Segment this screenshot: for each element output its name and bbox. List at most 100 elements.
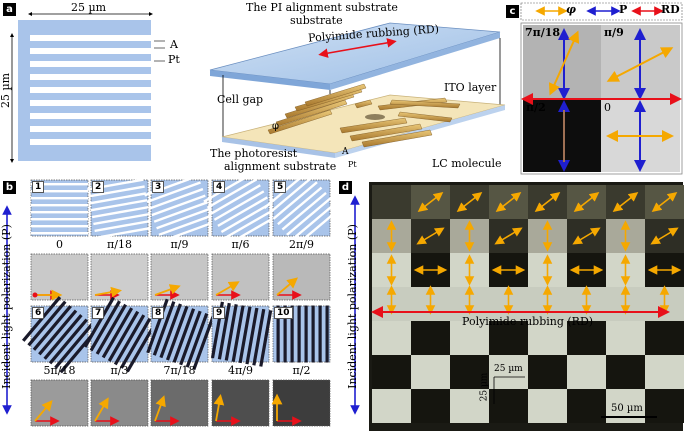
phi-arrow [416,227,445,245]
panel-a-tag: a [3,3,16,16]
gap-a-label: A [170,38,178,51]
phi-arrow [417,192,444,212]
panel-d-ylabel: Incident light polarization (P) [345,224,359,389]
phi-label: φ [272,121,280,132]
grating-square [18,20,151,161]
phi-arrow [650,227,679,245]
grating-line [31,225,88,228]
checker-cell [489,389,528,423]
micrograph-tile [90,379,149,427]
tile-number: 4 [213,181,226,193]
grating-line [297,305,301,363]
phi-arrow [456,192,483,212]
grating-line [31,218,88,221]
tile-number: 1 [32,181,45,193]
pt-label-3d: Pt [348,160,357,169]
legend-p: P [619,3,628,16]
phi-arrow [573,192,600,212]
phi-arrow [34,400,53,422]
a-label-3d: A [342,147,349,157]
grating-line [31,204,88,207]
tile-angle: π/6 [231,238,250,251]
origin-dot [32,292,38,298]
tile-number: 5 [274,181,287,193]
tile-angle: 7π/18 [163,364,196,377]
checker-cell [528,389,567,423]
tile-angle: 4π/9 [228,364,253,377]
micrograph-tile [211,379,270,427]
grating-line [290,305,294,363]
micrograph-tile [272,253,331,301]
phi-arrow [276,277,298,296]
micrograph-tile [150,379,209,427]
micrograph-tile [30,379,89,427]
grating-line [31,232,88,235]
checker-cell [372,185,411,219]
scale-bar-label: 50 µm [611,403,643,414]
checkerboard [372,185,684,423]
grating-line [333,274,336,394]
quadrant-tl-angle: 7π/18 [525,26,561,39]
phi-arrow [154,395,166,422]
ito-label: ITO layer [444,81,497,94]
pt-label: Pt [168,53,180,66]
grating-height-label: 25 µm [0,72,13,109]
checker-cell [411,389,450,423]
tile-number: 7 [92,307,105,319]
grating-line [304,305,308,363]
grating-line [340,274,343,394]
micrograph-tile [272,379,331,427]
tile-angle: π/18 [107,238,132,251]
legend-rd: RD [661,3,680,16]
checker-cell [372,389,411,423]
tile-angle: 5π/18 [43,364,76,377]
top-substrate-label: The PI alignment substrate [246,1,398,14]
checker-cell [489,321,528,355]
checker-cell [411,321,450,355]
phi-arrow [94,397,109,422]
checkerboard-arrows [386,192,682,315]
grating-line [276,305,280,363]
checker-cell [567,389,606,423]
phi-arrow [215,281,240,296]
tile-number: 9 [213,307,226,319]
phi-arrow [612,192,639,212]
tile-angle: 0 [56,238,63,251]
phi-arrow [154,284,181,296]
grating-line [86,175,153,183]
scale-v-label: 25 µm [479,372,490,402]
checker-cell [372,321,411,355]
phi-arrow [495,192,522,212]
bottom-substrate-label-1: The photoresist [210,147,298,160]
grating-line [31,190,88,193]
phi-arrow [534,192,561,212]
quadrant-tr-angle: π/9 [604,26,624,39]
checker-cell [606,321,645,355]
micrograph-tile [30,253,89,301]
grating-line [283,305,287,363]
legend-phi: φ [566,3,576,16]
top-substrate-label-2: substrate [290,14,343,27]
tile-angle: π/2 [292,364,311,377]
scale-h-label: 25 µm [494,364,523,374]
grating-line [31,183,88,186]
phi-arrow [213,394,225,422]
checker-cell [645,321,684,355]
checker-cell [450,321,489,355]
cell-gap-label: Cell gap [217,93,264,106]
panel-c-tag: c [506,5,519,18]
grating-line [318,305,322,363]
phi-arrow [494,227,523,245]
tile-number: 6 [32,307,45,319]
checker-cell [372,355,411,389]
micrograph-tile [90,253,149,301]
quadrant-bl-angle: π/2 [526,101,546,114]
checker-cell [450,389,489,423]
checker-cell [528,321,567,355]
grating-line [0,176,120,178]
grating-line [0,162,120,164]
tile-number: 2 [92,181,105,193]
tile-number: 3 [152,181,165,193]
panel-d-rubbing-label: Polyimide rubbing (RD) [462,315,594,328]
checker-cell [567,355,606,389]
